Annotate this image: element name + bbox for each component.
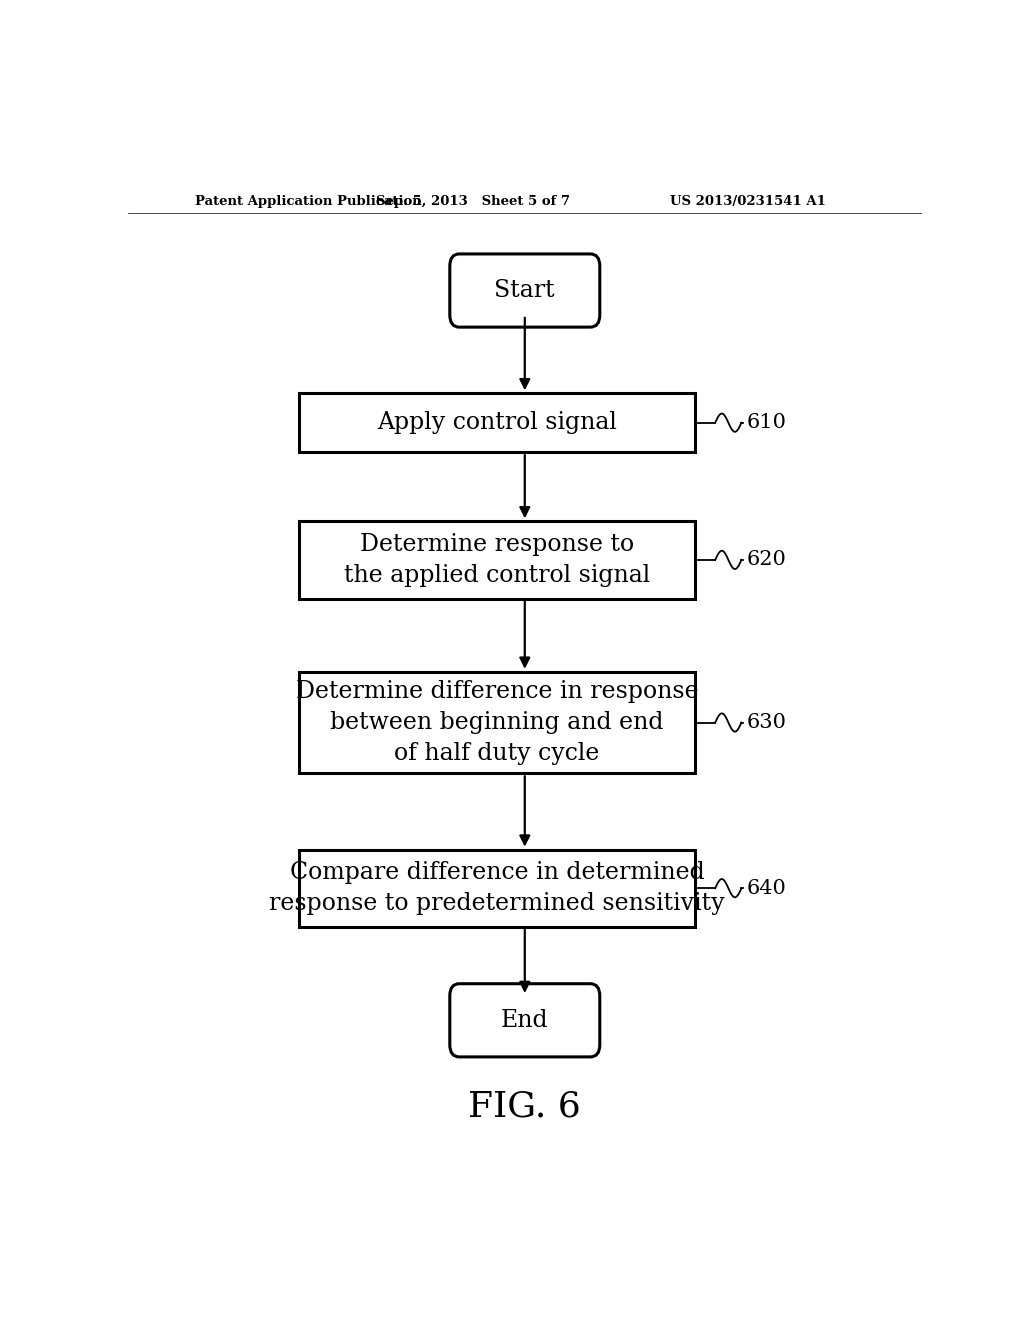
- Text: End: End: [501, 1008, 549, 1032]
- Text: Apply control signal: Apply control signal: [377, 411, 617, 434]
- Text: FIG. 6: FIG. 6: [468, 1090, 582, 1123]
- FancyBboxPatch shape: [450, 253, 600, 327]
- Text: US 2013/0231541 A1: US 2013/0231541 A1: [671, 194, 826, 207]
- Bar: [299, 521, 695, 598]
- Text: Compare difference in determined
response to predetermined sensitivity: Compare difference in determined respons…: [269, 861, 725, 915]
- Text: 610: 610: [748, 413, 787, 432]
- Bar: [299, 393, 695, 453]
- Text: 620: 620: [748, 550, 786, 569]
- Text: Start: Start: [495, 279, 555, 302]
- Text: 630: 630: [748, 713, 787, 733]
- Text: Patent Application Publication: Patent Application Publication: [196, 194, 422, 207]
- Text: Determine response to
the applied control signal: Determine response to the applied contro…: [344, 533, 650, 587]
- Text: Determine difference in response
between beginning and end
of half duty cycle: Determine difference in response between…: [296, 680, 698, 766]
- Bar: [299, 672, 695, 774]
- FancyBboxPatch shape: [450, 983, 600, 1057]
- Text: Sep. 5, 2013   Sheet 5 of 7: Sep. 5, 2013 Sheet 5 of 7: [376, 194, 570, 207]
- Text: 640: 640: [748, 879, 786, 898]
- Bar: [299, 850, 695, 927]
